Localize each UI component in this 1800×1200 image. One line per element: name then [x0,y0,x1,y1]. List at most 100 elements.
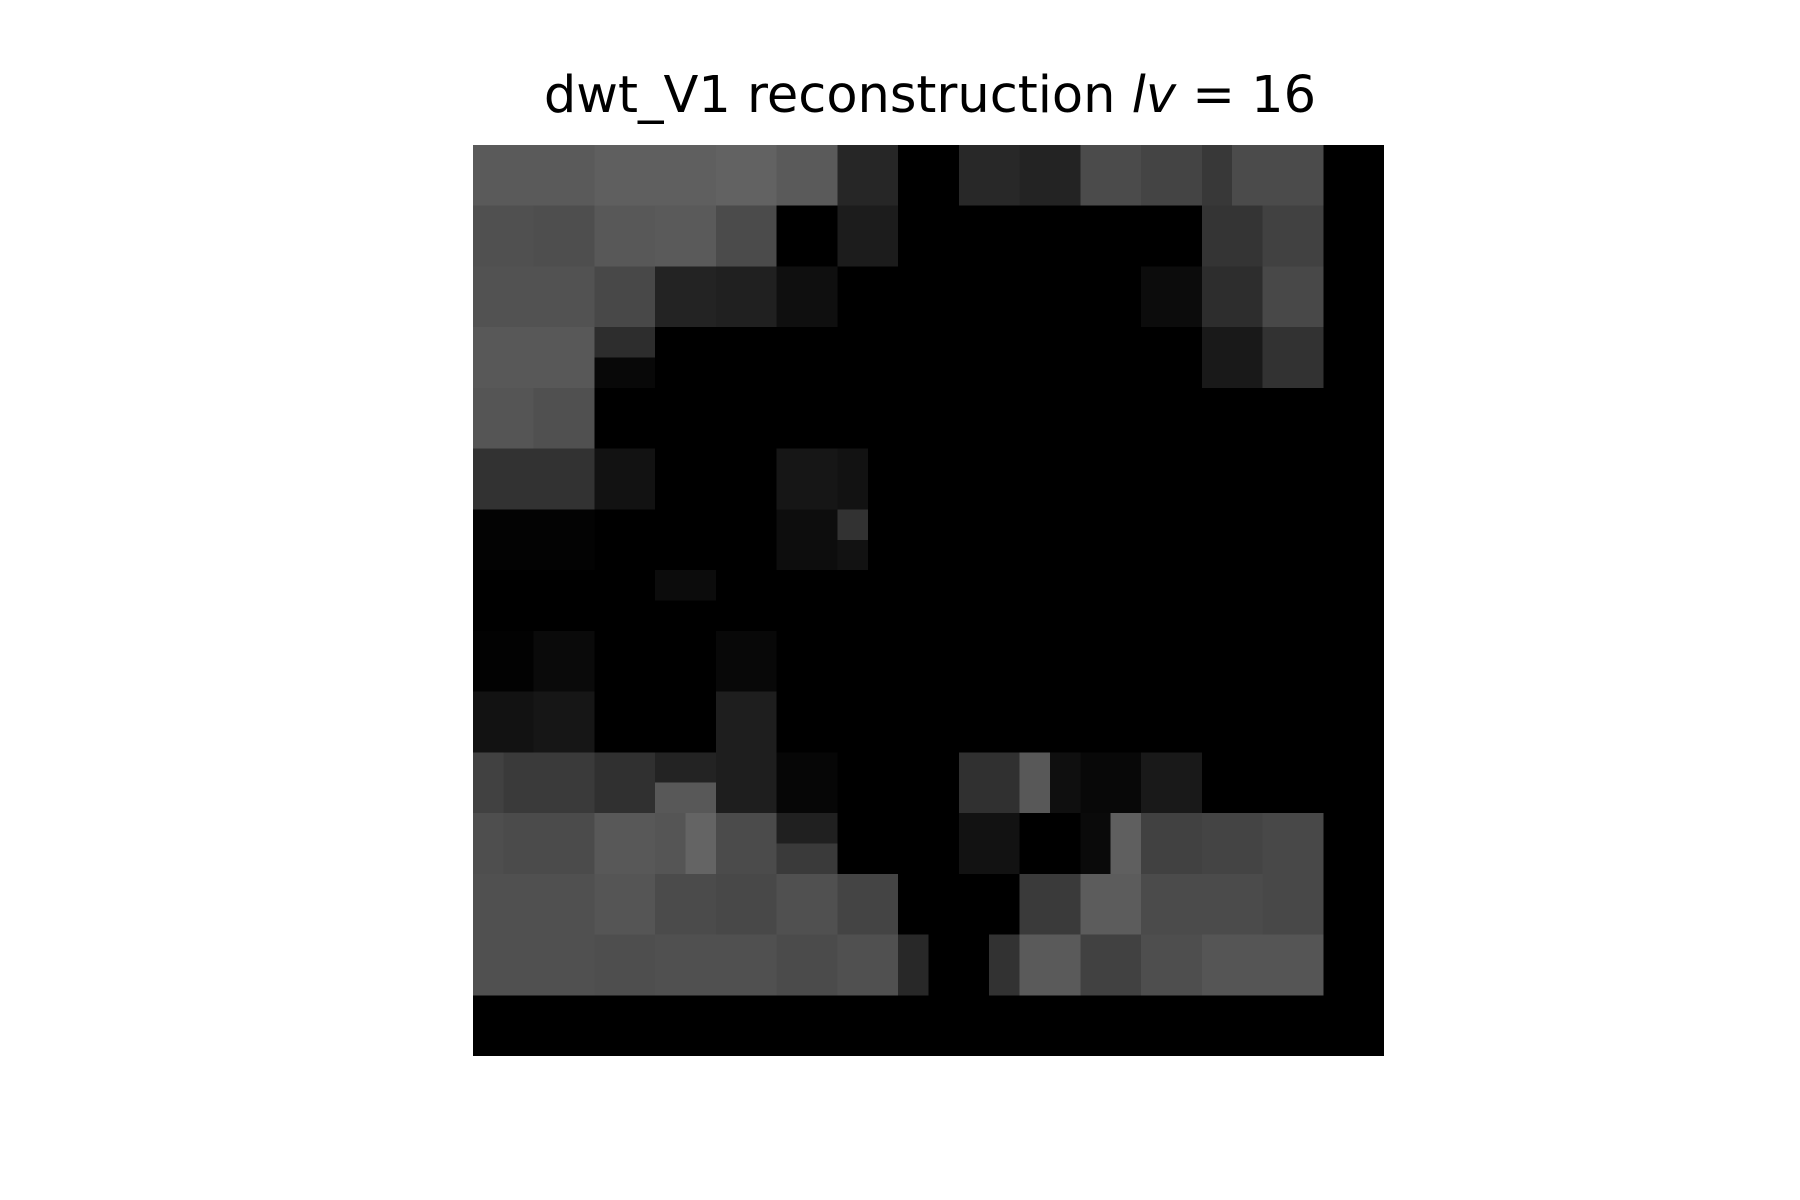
heatmap-cell [958,205,990,237]
heatmap-cell [533,327,565,359]
heatmap-cell [776,448,808,480]
heatmap-cell [1232,843,1264,875]
heatmap-cell [1232,418,1264,450]
heatmap-cell [1353,418,1384,450]
heatmap-cell [1019,509,1051,541]
heatmap-cell [564,721,595,753]
heatmap-cell [837,721,869,753]
heatmap-cell [1292,721,1324,753]
heatmap-cell [564,327,595,359]
heatmap-cell [715,995,747,1027]
heatmap-cell [746,873,778,905]
heatmap-cell [685,509,717,541]
heatmap-cell [715,843,747,875]
heatmap-cell [776,691,808,723]
heatmap-cell [503,357,535,389]
heatmap-cell [624,266,656,298]
heatmap-cell [1292,175,1324,207]
heatmap-cell [867,691,899,723]
heatmap-cell [1262,570,1294,601]
heatmap-cell [1262,327,1294,359]
heatmap-cell [746,236,778,267]
heatmap-cell [928,145,960,176]
heatmap-cell [989,145,1021,176]
heatmap-cell [807,843,838,875]
heatmap-cell [837,448,869,480]
heatmap-cell [1019,721,1051,753]
heatmap-cell [1171,752,1203,784]
heatmap-cell [624,175,656,207]
heatmap-cell [958,448,990,480]
heatmap-cell [1141,175,1172,207]
heatmap-cell [746,266,778,298]
heatmap-cell [776,721,808,753]
heatmap-cell [928,175,960,207]
heatmap-cell [898,236,929,267]
heatmap-cell [1232,327,1264,359]
heatmap-cell [898,418,929,450]
heatmap-cell [655,418,687,450]
heatmap-cell [473,752,504,784]
heatmap-cell [1262,661,1294,693]
heatmap-cell [989,904,1021,936]
heatmap-cell [1201,539,1233,571]
heatmap-cell [989,357,1021,389]
heatmap-cell [867,630,899,662]
heatmap-cell [1201,904,1233,936]
heatmap-cell [928,995,960,1027]
heatmap-cell [594,691,626,723]
heatmap-cell [564,539,595,571]
heatmap-cell [594,570,626,601]
heatmap-cell [1353,934,1384,966]
title-symbol: lv [1131,66,1177,125]
heatmap-cell [1201,418,1233,450]
heatmap-cell [746,327,778,359]
heatmap-cell [503,236,535,267]
heatmap-cell [1141,205,1172,237]
heatmap-cell [1171,813,1203,844]
heatmap-cell [1232,175,1264,207]
heatmap-cell [503,752,535,784]
heatmap-cell [867,661,899,693]
heatmap-cell [533,630,565,662]
heatmap-cell [776,479,808,510]
heatmap-cell [594,448,626,480]
heatmap-cell [1262,721,1294,753]
heatmap-cell [1110,873,1142,905]
heatmap-cell [928,266,960,298]
heatmap-cell [1049,296,1081,328]
heatmap-cell [685,236,717,267]
heatmap-cell [1262,691,1294,723]
heatmap-cell [867,995,899,1027]
heatmap-cell [1232,539,1264,571]
heatmap-cell [594,995,626,1027]
heatmap-cell [898,387,929,419]
heatmap-cell [989,691,1021,723]
heatmap-cell [928,479,960,510]
heatmap-cell [1262,448,1294,480]
heatmap-cell [1049,873,1081,905]
heatmap-cell [1262,873,1294,905]
heatmap-cell [958,964,990,996]
heatmap-cell [1141,539,1172,571]
heatmap-cell [928,873,960,905]
heatmap-cell [1049,691,1081,723]
heatmap-cell [837,782,869,814]
heatmap-cell [1353,387,1384,419]
heatmap-cell [928,630,960,662]
heatmap-cell [867,236,899,267]
heatmap-cell [655,387,687,419]
heatmap-cell [1110,721,1142,753]
heatmap-cell [928,539,960,571]
heatmap-cell [867,782,899,814]
heatmap-cell [503,661,535,693]
heatmap-cell [1049,1025,1081,1056]
heatmap-cell [473,175,504,207]
heatmap-cell [1232,205,1264,237]
heatmap-cell [1080,752,1112,784]
heatmap-cell [1019,327,1051,359]
heatmap-cell [473,448,504,480]
heatmap-cell [1019,479,1051,510]
heatmap-cell [655,448,687,480]
heatmap-cell [776,539,808,571]
